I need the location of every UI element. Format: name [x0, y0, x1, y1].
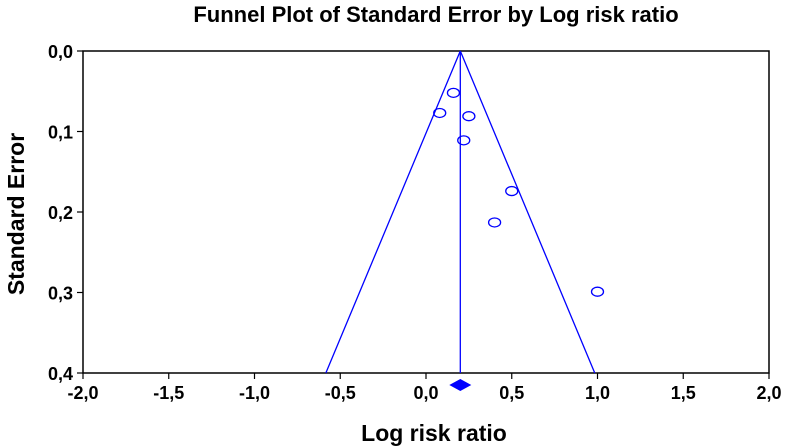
- y-tick-label: 0,2: [48, 203, 73, 223]
- x-tick-label: -0,5: [325, 383, 356, 403]
- x-tick-label: 1,5: [671, 383, 696, 403]
- y-axis-ticks: 0,0 0,1 0,2 0,3 0,4: [48, 42, 83, 384]
- study-point: [487, 217, 502, 228]
- study-point: [446, 87, 461, 99]
- study-point: [433, 107, 447, 119]
- pooled-estimate: [449, 379, 472, 391]
- study-point: [505, 185, 519, 197]
- x-tick-label: -1,0: [239, 383, 270, 403]
- study-point: [457, 135, 471, 146]
- study-points: [433, 87, 605, 297]
- y-axis-label: Standard Error: [3, 133, 29, 295]
- x-tick-label: 1,0: [585, 383, 610, 403]
- study-point: [462, 111, 476, 122]
- y-tick-label: 0,4: [48, 364, 73, 384]
- funnel-right-limit: [459, 50, 596, 374]
- plot-area: [82, 50, 770, 374]
- x-axis-ticks: -2,0 -1,5 -1,0 -0,5 0,0 0,5 1,0 1,5 2,0: [67, 373, 782, 403]
- funnel-lines: [325, 50, 596, 374]
- funnel-left-limit: [325, 50, 461, 374]
- y-tick-label: 0,1: [48, 123, 73, 143]
- x-tick-label: -2,0: [67, 383, 98, 403]
- x-tick-label: 0,0: [413, 383, 438, 403]
- chart-title: Funnel Plot of Standard Error by Log ris…: [193, 2, 678, 27]
- pooled-estimate-diamond: [449, 379, 472, 391]
- x-axis-label: Log risk ratio: [361, 420, 507, 446]
- study-point: [590, 286, 605, 297]
- x-tick-label: 0,5: [499, 383, 524, 403]
- x-tick-label: -1,5: [153, 383, 184, 403]
- y-tick-label: 0,3: [48, 284, 73, 304]
- x-tick-label: 2,0: [756, 383, 781, 403]
- y-tick-label: 0,0: [48, 42, 73, 62]
